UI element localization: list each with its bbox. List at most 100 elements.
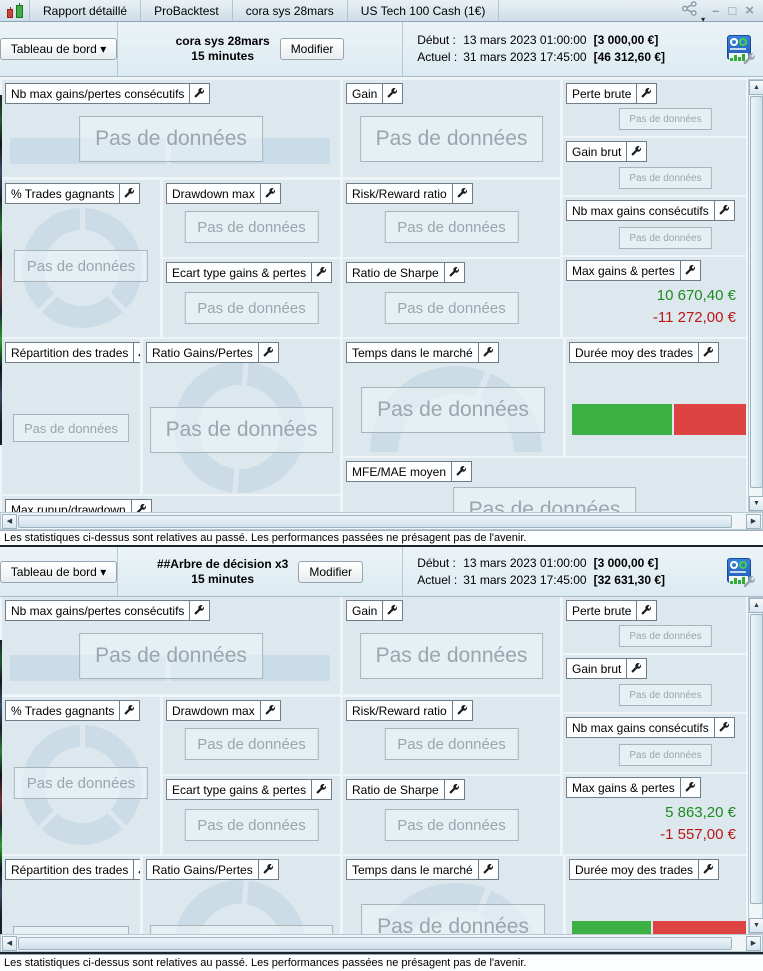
wrench-button[interactable] — [189, 601, 210, 620]
scroll-thumb[interactable] — [18, 937, 732, 950]
max-gain-value: 10 670,40 € — [656, 287, 736, 304]
wrench-button[interactable] — [451, 701, 472, 720]
dashboard-type-select[interactable]: Tableau de bord ▾ — [0, 560, 118, 583]
wrench-button[interactable] — [189, 84, 210, 103]
system-timeframe: 15 minutes — [191, 49, 254, 63]
wrench-button[interactable] — [130, 500, 151, 512]
wrench-button[interactable] — [451, 462, 472, 481]
scroll-right-button[interactable]: ▶ — [746, 936, 761, 951]
wrench-button[interactable] — [698, 343, 719, 362]
wrench-button[interactable] — [119, 184, 140, 203]
wrench-button[interactable] — [636, 84, 657, 103]
panel-header: % Trades gagnants — [5, 700, 141, 721]
report-settings-button[interactable] — [727, 557, 755, 587]
disclaimer-text: Les statistiques ci-dessus sont relative… — [4, 957, 527, 969]
horizontal-scrollbar[interactable]: ◀ ▶ — [0, 512, 763, 530]
vertical-scrollbar[interactable]: ▲ ▼ — [748, 597, 763, 934]
panel-header: Ratio Gains/Pertes — [146, 859, 279, 880]
disclaimer-text: Les statistiques ci-dessus sont relative… — [4, 532, 527, 544]
scroll-left-button[interactable]: ◀ — [2, 936, 17, 951]
modify-button[interactable]: Modifier — [279, 38, 345, 60]
system-timeframe: 15 minutes — [191, 571, 254, 586]
scroll-down-button[interactable]: ▼ — [749, 496, 763, 511]
no-data-placeholder: Pas de données — [149, 407, 334, 453]
duration-bar-green — [572, 921, 651, 934]
scroll-up-button[interactable]: ▲ — [749, 80, 763, 95]
wrench-button[interactable] — [259, 701, 280, 720]
report-settings-button[interactable] — [727, 35, 755, 65]
panel-header: MFE/MAE moyen — [346, 461, 473, 482]
scroll-thumb[interactable] — [18, 515, 732, 528]
scroll-right-button[interactable]: ▶ — [746, 514, 761, 529]
horizontal-scrollbar[interactable]: ◀ ▶ — [0, 934, 763, 952]
panel-drawdown-max: Drawdown max Pas de données — [163, 180, 340, 257]
wrench-button[interactable] — [443, 263, 464, 282]
current-row: Actuel : 31 mars 2023 17:45:00 [32 631,3… — [417, 572, 665, 589]
wrench-button[interactable] — [257, 343, 278, 362]
wrench-button[interactable] — [133, 343, 140, 362]
wrench-icon — [263, 864, 273, 874]
scroll-up-button[interactable]: ▲ — [749, 598, 763, 613]
wrench-button[interactable] — [679, 778, 700, 797]
no-data-placeholder: Pas de données — [79, 116, 263, 162]
scroll-down-button[interactable]: ▼ — [749, 918, 763, 933]
wrench-button[interactable] — [382, 84, 403, 103]
wrench-button[interactable] — [626, 142, 647, 161]
wrench-button[interactable] — [443, 780, 464, 799]
panel-title: Nb max gains consécutifs — [572, 720, 709, 735]
tab-cora-sys-28mars[interactable]: cora sys 28mars — [233, 0, 348, 21]
panel-title: Gain brut — [572, 661, 622, 676]
panel-title: Perte brute — [572, 86, 632, 101]
wrench-button[interactable] — [311, 263, 332, 282]
dashboard-type-select[interactable]: Tableau de bord ▾ — [0, 38, 118, 60]
wrench-button[interactable] — [119, 701, 140, 720]
panel-header: Nb max gains/pertes consécutifs — [5, 83, 211, 104]
wrench-button[interactable] — [257, 860, 278, 879]
wrench-icon — [743, 575, 755, 587]
vertical-scrollbar[interactable]: ▲ ▼ — [748, 79, 763, 512]
panel-ratio-sharpe: Ratio de Sharpe Pas de données — [343, 776, 560, 854]
scroll-thumb[interactable] — [750, 614, 763, 904]
current-value: [32 631,30 €] — [593, 572, 665, 587]
wrench-button[interactable] — [636, 601, 657, 620]
panel-title: Ratio Gains/Pertes — [152, 345, 253, 360]
wrench-button[interactable] — [626, 659, 647, 678]
panel-gain-brut: Gain brut Pas de données — [563, 138, 746, 195]
scroll-thumb[interactable] — [750, 96, 763, 488]
ring-icon — [739, 560, 747, 569]
wrench-button[interactable] — [259, 184, 280, 203]
system-name: ##Arbre de décision x3 — [156, 556, 289, 571]
wrench-button[interactable] — [679, 261, 700, 280]
wrench-button[interactable] — [713, 718, 734, 737]
tab-us-tech-100-cash[interactable]: US Tech 100 Cash (1€) — [348, 0, 500, 21]
panel-ecart-type: Ecart type gains & pertes Pas de données — [163, 776, 340, 854]
no-data-placeholder: Pas de données — [619, 684, 712, 706]
wrench-button[interactable] — [451, 184, 472, 203]
wrench-button[interactable] — [311, 780, 332, 799]
wrench-button[interactable] — [477, 860, 498, 879]
current-label: Actuel : — [417, 572, 458, 587]
panel-header: Max gains & pertes — [566, 777, 701, 798]
panel-nb-max-gains: Nb max gains consécutifs Pas de données — [563, 714, 746, 772]
green-candle-icon — [15, 3, 23, 18]
wrench-button[interactable] — [382, 601, 403, 620]
maximize-button[interactable]: □ — [728, 3, 737, 18]
wrench-button[interactable] — [133, 860, 140, 879]
toolbar-section-title: ##Arbre de décision x3 15 minutes Modifi… — [118, 547, 403, 596]
tab-probacktest[interactable]: ProBacktest — [141, 0, 233, 21]
wrench-button[interactable] — [477, 343, 498, 362]
scroll-left-button[interactable]: ◀ — [2, 514, 17, 529]
toolbar-section-info: Début : 13 mars 2023 01:00:00 [3 000,00 … — [403, 22, 763, 76]
tab-rapport-detaille[interactable]: Rapport détaillé — [30, 0, 142, 21]
wrench-icon — [263, 347, 273, 357]
wrench-button[interactable] — [698, 860, 719, 879]
no-data-placeholder: Pas de données — [361, 904, 545, 934]
modify-button[interactable]: Modifier — [298, 560, 364, 583]
close-button[interactable]: × — [745, 2, 754, 19]
panel-header: Gain — [346, 83, 404, 104]
share-button[interactable]: ▾ — [681, 0, 705, 23]
wrench-button[interactable] — [713, 201, 734, 220]
start-date: 13 mars 2023 01:00:00 — [463, 555, 587, 570]
minimize-button[interactable]: – — [712, 3, 720, 18]
